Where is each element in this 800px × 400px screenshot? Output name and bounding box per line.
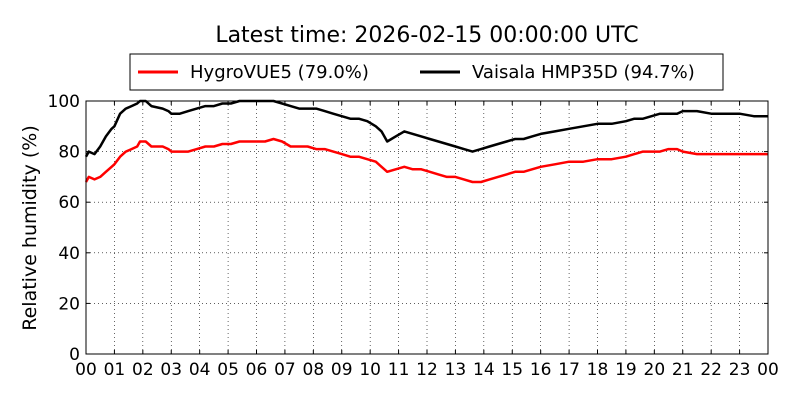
x-tick-label: 16 [530,360,552,380]
x-tick-label: 08 [303,360,325,380]
x-tick-label: 06 [246,360,268,380]
chart-title: Latest time: 2026-02-15 00:00:00 UTC [215,23,638,48]
y-tick-label: 0 [69,345,80,365]
y-tick-label: 40 [58,244,80,264]
x-tick-label: 12 [416,360,438,380]
x-tick-label: 14 [473,360,495,380]
y-tick-label: 80 [58,143,80,163]
x-tick-label: 03 [160,360,182,380]
x-tick-label: 20 [644,360,666,380]
x-tick-label: 21 [672,360,694,380]
x-tick-label: 17 [558,360,580,380]
y-tick-label: 100 [48,92,80,112]
x-tick-label: 07 [274,360,296,380]
y-tick-labels: 0 20 40 60 80 100 [48,92,80,365]
series-line-hygrovue5 [84,137,768,184]
plot-frame [85,100,769,355]
x-tick-label: 02 [132,360,154,380]
y-axis-label: Relative humidity (%) [19,125,41,330]
x-tick-label: 00 [75,360,97,380]
legend: HygroVUE5 (79.0%) Vaisala HMP35D (94.7%) [129,53,724,91]
x-tick-label: 04 [189,360,211,380]
x-tick-label: 13 [445,360,467,380]
x-tick-label: 01 [104,360,126,380]
x-tick-label: 19 [615,360,637,380]
x-tick-label: 11 [388,360,410,380]
y-tick-label: 20 [58,294,80,314]
x-tick-label: 09 [331,360,353,380]
x-tick-label: 10 [359,360,381,380]
x-tick-label: 22 [700,360,722,380]
legend-label-hygrovue5: HygroVUE5 (79.0%) [190,62,369,83]
x-tick-label: 05 [217,360,239,380]
x-tick-labels: 00 01 02 03 04 05 06 07 08 09 10 11 12 13 14 15 16 17 18 19… [75,360,779,380]
legend-label-vaisala: Vaisala HMP35D (94.7%) [472,62,695,83]
x-tick-label: 00 [757,360,779,380]
plot-series [84,99,768,184]
series-line-vaisala [84,99,768,158]
x-tick-label: 23 [729,360,751,380]
y-tick-label: 60 [58,193,80,213]
x-tick-label: 18 [587,360,609,380]
x-tick-label: 15 [501,360,523,380]
